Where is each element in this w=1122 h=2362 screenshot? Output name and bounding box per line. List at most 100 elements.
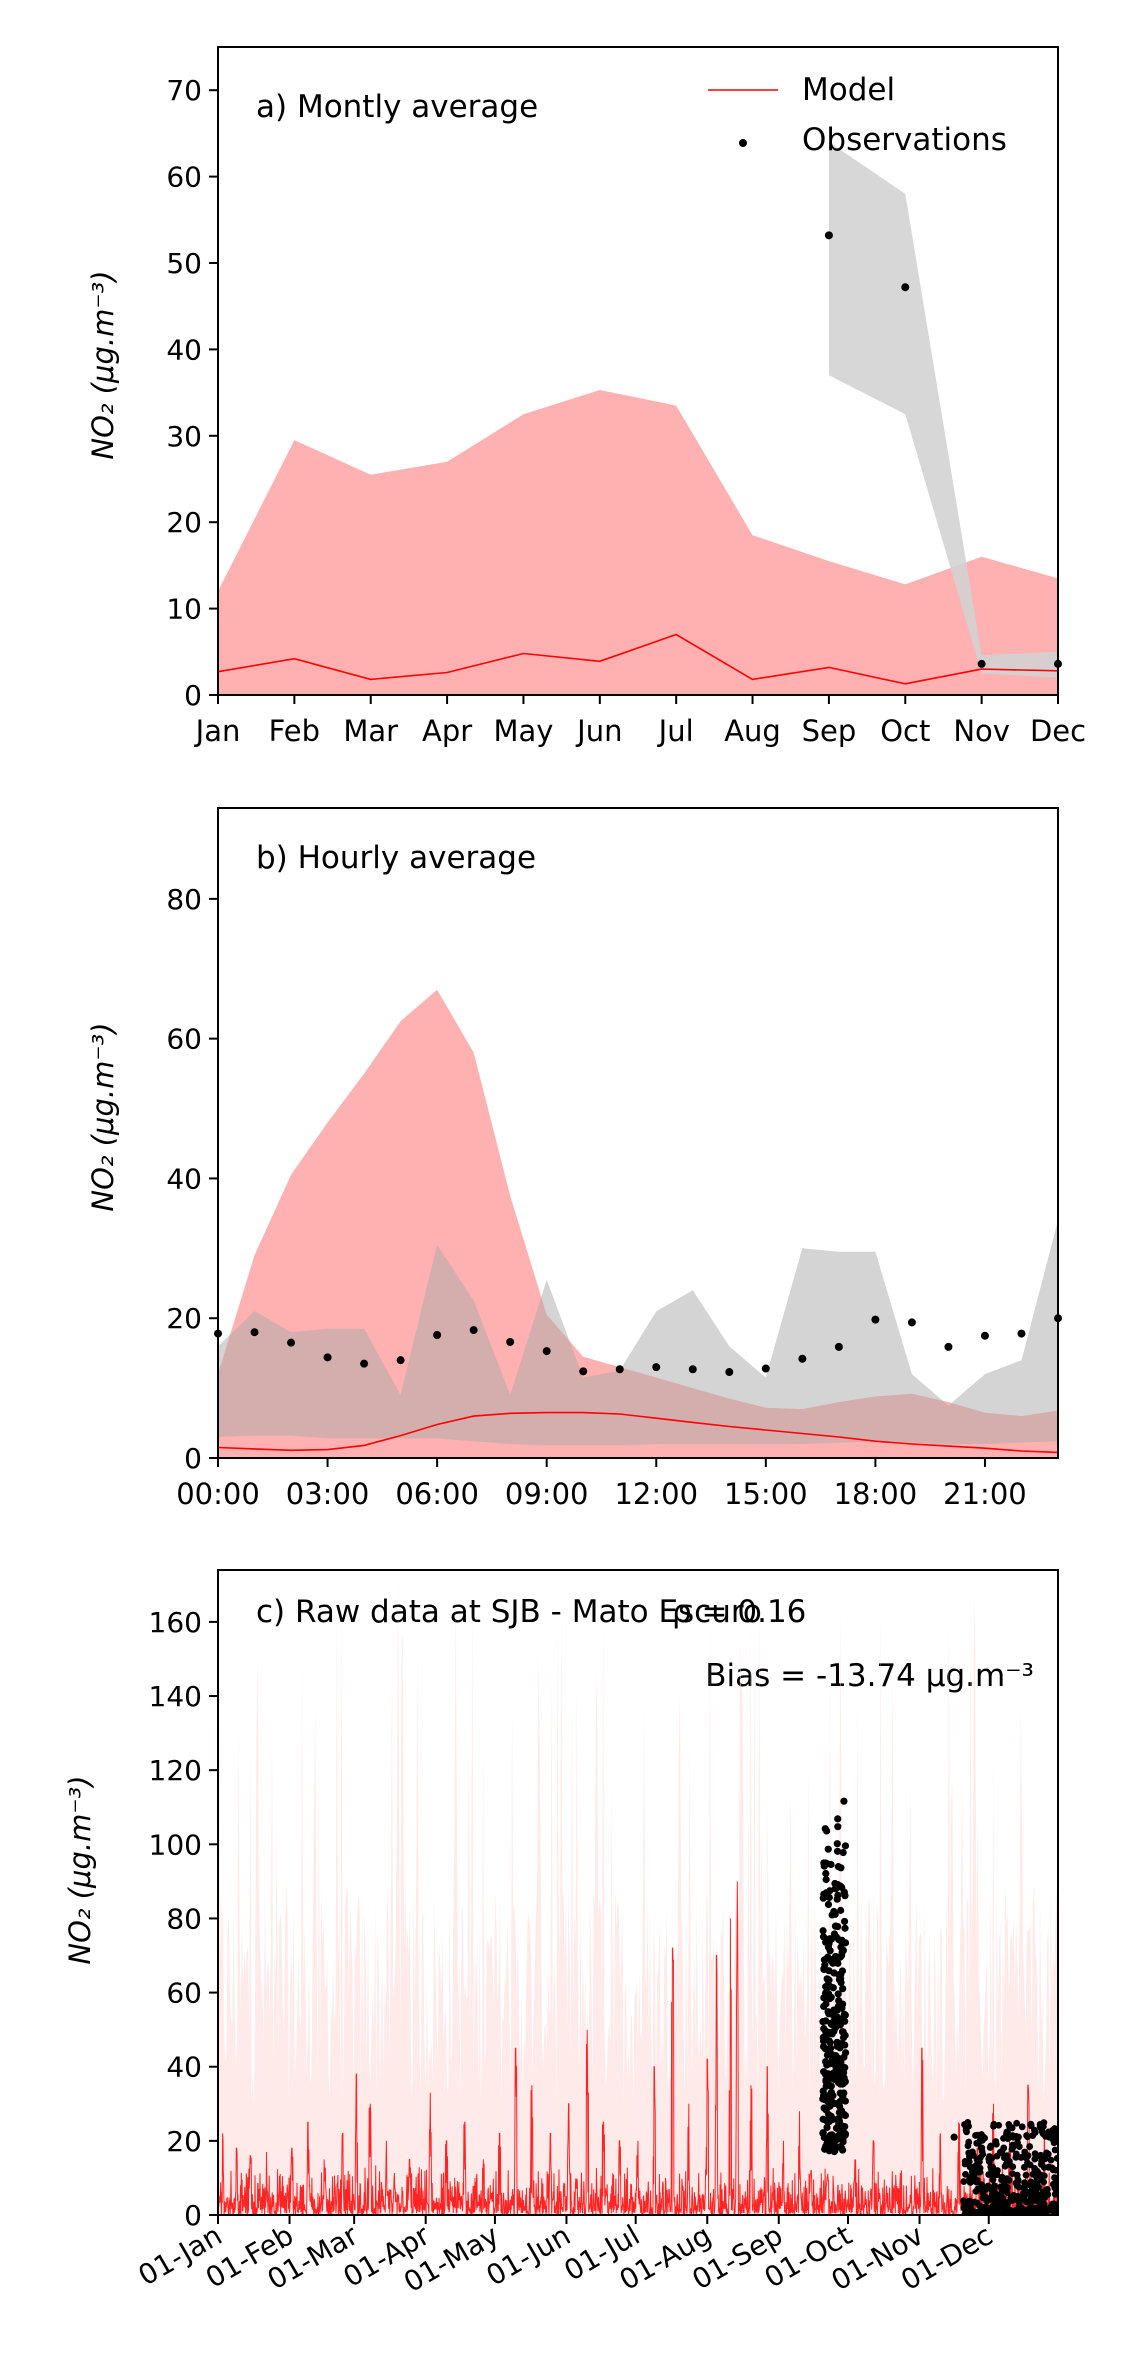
observation-point [1042, 2132, 1049, 2140]
observation-point [822, 2078, 830, 2086]
observation-point [963, 2158, 971, 2166]
panel-a-ytick-label: 40 [166, 333, 202, 366]
panel-a-xtick-label: Jul [657, 714, 694, 748]
panel-c-body [218, 1577, 1058, 2215]
panel-a-xtick-label: Dec [1030, 714, 1086, 748]
panel-c-ytick-label: 0 [184, 2199, 202, 2232]
observation-point [980, 1331, 989, 1340]
panel-c-ytick-label: 140 [149, 1680, 202, 1713]
observation-point [819, 2018, 827, 2026]
observation-point [841, 2078, 849, 2086]
observation-point [839, 1848, 847, 1857]
observation-point [820, 1859, 828, 1867]
observation-point [825, 1967, 833, 1975]
observation-point [1027, 2207, 1034, 2215]
panel-b-xtick-label: 21:00 [943, 1477, 1027, 1511]
observation-point [1008, 2170, 1016, 2178]
observation-point [833, 2038, 841, 2046]
observation-point [1014, 2192, 1021, 2200]
observation-point [973, 2176, 981, 2184]
observation-point [835, 2108, 843, 2116]
observation-point [1023, 2190, 1031, 2198]
observation-point [819, 1927, 827, 1935]
panel-a-xtick-label: Sep [802, 714, 857, 748]
observation-point [829, 1984, 837, 1992]
observation-point [961, 2121, 968, 2128]
panel-a-xtick-label: Feb [269, 714, 320, 748]
observation-point [821, 1961, 829, 1969]
panel-c-ytick-label: 40 [166, 2051, 202, 2084]
observation-point [1033, 2196, 1041, 2204]
panel-a-xtick-label: Jun [575, 714, 622, 748]
panel-c-ylabel: NO₂ (μg.m⁻³) [63, 1775, 97, 1964]
observation-point [839, 2133, 848, 2141]
observation-point [1041, 2207, 1048, 2214]
observation-point [1045, 2163, 1053, 2171]
observation-point [987, 2163, 995, 2171]
observation-point [1005, 2198, 1013, 2206]
observation-point [831, 1922, 840, 1930]
observation-point [978, 2136, 986, 2144]
observation-point [835, 2114, 843, 2122]
observation-point [974, 2159, 982, 2166]
panel-b-ytick-label: 0 [184, 1442, 202, 1475]
observation-point [979, 2189, 987, 2197]
observation-point [826, 1995, 834, 2003]
observation-point [829, 2011, 837, 2019]
panel-a-xtick-label: Nov [953, 714, 1010, 748]
observation-point [950, 2133, 958, 2141]
model-line [217, 633, 1059, 685]
observation-point [834, 1881, 842, 1889]
observation-point [837, 1864, 845, 1872]
observation-point [1012, 2153, 1020, 2161]
observation-point [287, 1338, 296, 1347]
observation-point [1034, 2172, 1042, 2180]
observation-point [761, 1364, 770, 1373]
panel-c-raw: NO₂ (μg.m⁻³) c) Raw data at SJB - Mato E… [63, 1569, 1059, 2299]
observation-point [962, 2170, 969, 2178]
observation-point [830, 2016, 838, 2025]
observation-point [1021, 2179, 1028, 2187]
observation-point [969, 2152, 977, 2159]
panel-b-ytick-label: 40 [166, 1162, 202, 1195]
panel-c-frame [217, 1569, 1059, 2216]
observation-point [978, 2148, 986, 2155]
observation-point [871, 1315, 880, 1324]
observation-point [828, 2030, 836, 2038]
observation-point [1004, 2160, 1011, 2168]
observation-point [725, 1368, 734, 1377]
observation-point [839, 1985, 847, 1993]
observation-point [1036, 2123, 1044, 2130]
observation-point [960, 2204, 968, 2211]
observation-point [1001, 2210, 1009, 2215]
observation-point [820, 1994, 828, 2002]
panel-a-ytick-label: 50 [166, 247, 202, 280]
observation-point [506, 1337, 515, 1346]
panel-a-ytick-label: 20 [166, 506, 202, 539]
observation-point [323, 1353, 332, 1362]
panel-a-xtick-label: Apr [422, 714, 472, 748]
observation-point [822, 1875, 830, 1884]
observation-point [835, 2120, 843, 2128]
observation-point [1024, 2152, 1032, 2160]
observation-point [991, 2182, 998, 2190]
observation-point [825, 1976, 833, 1984]
observation-point [837, 2126, 845, 2134]
observation-point [841, 2111, 849, 2120]
panel-b-xtick-label: 15:00 [724, 1477, 808, 1511]
observation-point [834, 1823, 842, 1831]
observation-point [826, 2060, 834, 2068]
panel-c-xtick-label: 01-Jun [481, 2218, 576, 2292]
observation-point [1051, 2146, 1058, 2154]
observation-point [579, 1367, 588, 1376]
observation-point [992, 2140, 1000, 2148]
panel-b-xtick-label: 03:00 [286, 1477, 370, 1511]
panel-b-ytick-label: 80 [166, 883, 202, 916]
observation-point [989, 2171, 997, 2179]
observation-point [999, 2197, 1007, 2204]
observation-point [821, 2045, 830, 2053]
observation-point [841, 2017, 849, 2025]
observation-point [967, 2204, 975, 2212]
observation-point [985, 2196, 993, 2203]
